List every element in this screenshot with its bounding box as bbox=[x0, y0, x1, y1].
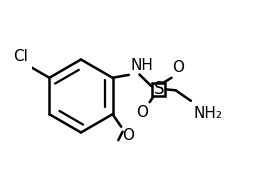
Text: Cl: Cl bbox=[14, 49, 28, 64]
Text: NH: NH bbox=[131, 58, 154, 73]
Text: O: O bbox=[136, 105, 148, 120]
Bar bbox=[152, 83, 165, 96]
Text: S: S bbox=[153, 80, 164, 98]
Text: NH₂: NH₂ bbox=[194, 106, 223, 121]
Text: O: O bbox=[173, 60, 185, 75]
Text: O: O bbox=[122, 128, 134, 143]
